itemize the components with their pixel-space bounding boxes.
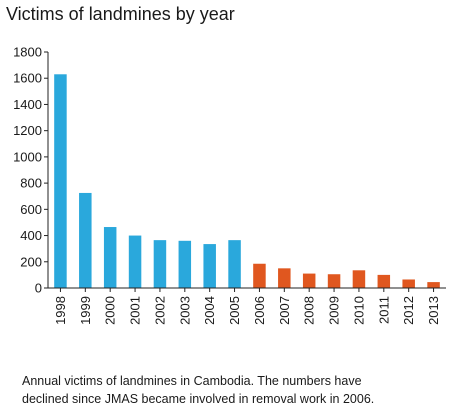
caption-line-2: declined since JMAS became involved in r… <box>22 392 375 406</box>
bar-2002 <box>153 240 167 288</box>
bar-2010 <box>352 270 366 288</box>
bar-2008 <box>302 273 316 288</box>
bar-2005 <box>228 240 241 288</box>
bar-2001 <box>128 235 142 288</box>
bar-2007 <box>278 268 291 288</box>
x-tick-label: 2011 <box>376 296 391 324</box>
x-tick-label: 2006 <box>252 296 267 325</box>
x-tick-label: 2002 <box>152 296 167 325</box>
x-tick-label: 2009 <box>327 296 342 325</box>
y-tick-label: 1800 <box>13 45 42 60</box>
y-axis: 0 200 400 600 800 1000 1200 1400 1600 1800 <box>13 45 49 296</box>
y-tick-label: 1600 <box>13 71 42 86</box>
x-tick-label: 1999 <box>78 296 93 325</box>
x-tick-label: 2001 <box>128 296 143 325</box>
x-axis: 1998 1999 2000 2001 2002 2003 2004 2005 2006 2007… <box>48 287 446 325</box>
chart-title: Victims of landmines by year <box>6 4 235 24</box>
y-tick-label: 200 <box>20 254 42 269</box>
bar-2003 <box>178 240 192 288</box>
x-tick-label: 2013 <box>426 296 441 325</box>
bar-2013 <box>427 282 440 288</box>
y-tick-label: 800 <box>20 176 42 191</box>
bar-1998 <box>54 74 67 289</box>
x-tick-label: 2005 <box>227 296 242 325</box>
chart-caption: Annual victims of landmines in Cambodia.… <box>22 372 442 408</box>
x-tick-label: 2008 <box>302 296 317 325</box>
y-tick-label: 400 <box>20 228 42 243</box>
bar-2009 <box>327 274 341 288</box>
bar-2011 <box>377 274 391 288</box>
y-tick-label: 1400 <box>13 97 42 112</box>
bars <box>54 74 440 289</box>
x-tick-label: 2007 <box>277 296 292 325</box>
y-tick-label: 600 <box>20 202 42 217</box>
bar-2006 <box>253 263 266 288</box>
y-tick-label: 1200 <box>13 123 42 138</box>
y-tick-label: 0 <box>35 281 42 296</box>
bar-2012 <box>402 279 415 288</box>
x-tick-label: 2010 <box>351 296 366 325</box>
x-tick-label: 2000 <box>103 296 118 325</box>
y-tick-label: 1000 <box>13 149 42 164</box>
x-tick-label: 1998 <box>53 296 68 325</box>
x-tick-label: 2003 <box>177 296 192 325</box>
bar-2004 <box>203 244 216 288</box>
x-tick-label: 2012 <box>401 296 416 325</box>
bar-1999 <box>79 192 92 288</box>
x-tick-label: 2004 <box>202 296 217 325</box>
caption-line-1: Annual victims of landmines in Cambodia.… <box>22 374 362 388</box>
bar-2000 <box>103 227 117 288</box>
